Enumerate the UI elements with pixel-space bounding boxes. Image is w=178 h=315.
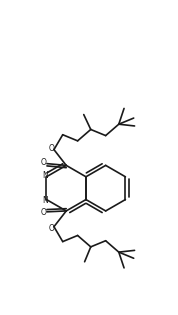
Text: O: O [41, 158, 46, 167]
Text: N: N [42, 171, 48, 180]
Text: O: O [48, 144, 54, 153]
Text: O: O [41, 208, 46, 217]
Text: N: N [42, 196, 48, 205]
Text: O: O [48, 224, 54, 233]
